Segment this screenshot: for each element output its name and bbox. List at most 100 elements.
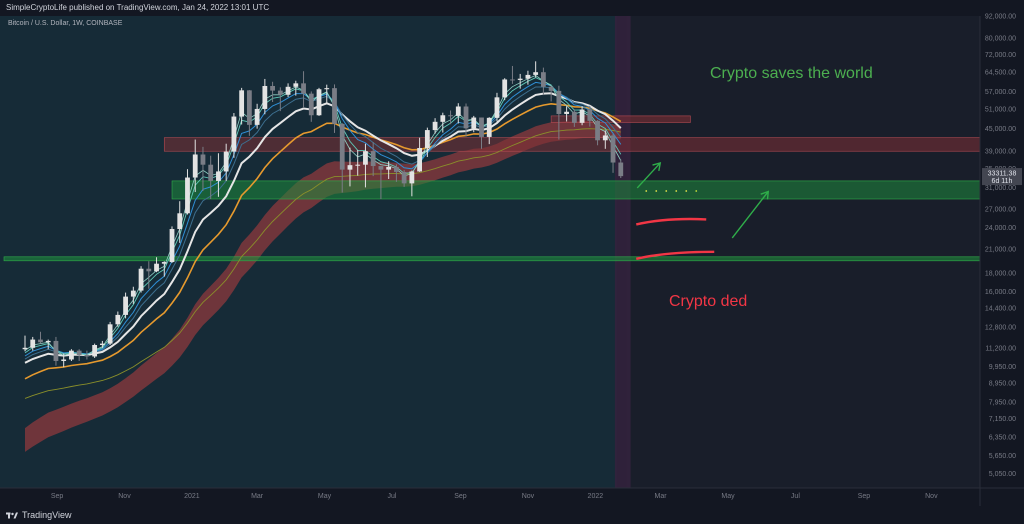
candle-body xyxy=(99,343,105,346)
candle-body xyxy=(401,171,407,184)
candle-body xyxy=(540,72,546,87)
ema-white-line xyxy=(24,92,622,364)
price-tick-label: 7,950.00 xyxy=(989,399,1016,406)
label-saves-world: Crypto saves the world xyxy=(710,65,873,82)
time-tick-label: Mar xyxy=(251,493,264,500)
candle-body xyxy=(386,166,392,170)
candle-body xyxy=(525,74,531,79)
candle-body xyxy=(30,339,36,348)
publisher-line: SimpleCryptoLife published on TradingVie… xyxy=(6,3,270,12)
ema-blue-line xyxy=(24,81,622,357)
time-tick-label: Nov xyxy=(118,493,131,500)
price-tick-label: 21,000.00 xyxy=(985,246,1016,253)
arrow-head xyxy=(760,190,770,200)
time-tick-label: May xyxy=(318,493,332,500)
candle-body xyxy=(154,263,159,272)
candle-body xyxy=(61,359,67,361)
candle-body xyxy=(38,339,43,343)
tradingview-brand: TradingView xyxy=(22,510,72,520)
arrow-shaft xyxy=(731,191,769,239)
candle-body xyxy=(533,72,539,75)
candle-body xyxy=(84,354,90,357)
candle-body xyxy=(130,290,136,297)
candle-body xyxy=(393,166,399,172)
projection-dot xyxy=(695,190,698,192)
price-tick-label: 45,000.00 xyxy=(985,126,1016,133)
candle-body xyxy=(332,88,337,124)
tradingview-logo[interactable]: TradingView xyxy=(6,510,72,520)
candle-body xyxy=(53,340,59,361)
candle-body xyxy=(424,130,430,149)
tradingview-icon xyxy=(6,512,18,518)
candle-body xyxy=(448,115,453,117)
arrow-shaft xyxy=(636,162,661,189)
candle-body xyxy=(370,151,376,167)
price-tick-label: 24,000.00 xyxy=(985,225,1016,232)
candle-body xyxy=(246,90,252,125)
candle-body xyxy=(347,165,353,170)
time-tick-label: Jul xyxy=(791,493,800,500)
ema-orange-line xyxy=(24,102,622,380)
time-tick-label: Sep xyxy=(454,493,467,500)
red-projection-lower xyxy=(635,250,715,260)
candle-body xyxy=(486,117,492,137)
ema-slate-line xyxy=(24,86,622,360)
candle-body xyxy=(293,83,299,87)
price-tick-label: 92,000.00 xyxy=(985,14,1016,21)
price-axis-background xyxy=(980,16,1024,488)
candle-body xyxy=(417,148,422,172)
candle-body xyxy=(223,151,229,172)
candle-body xyxy=(409,171,415,184)
last-price-badge xyxy=(982,168,1022,186)
price-tick-label: 7,150.00 xyxy=(989,416,1016,423)
projection-dot xyxy=(645,190,648,192)
arrow-head xyxy=(652,161,662,171)
candle-body xyxy=(216,171,221,181)
candle-body xyxy=(440,115,446,122)
candle-body xyxy=(308,93,314,116)
price-tick-label: 6,350.00 xyxy=(989,435,1016,442)
candle-body xyxy=(363,151,368,165)
price-tick-label: 5,650.00 xyxy=(989,453,1016,460)
header-bar: SimpleCryptoLife published on TradingVie… xyxy=(0,0,1024,16)
candle-body xyxy=(355,164,361,166)
price-tick-label: 80,000.00 xyxy=(985,36,1016,43)
projection-dot xyxy=(675,190,678,192)
green-support-zone xyxy=(171,180,981,200)
price-tick-label: 5,050.00 xyxy=(989,471,1016,478)
candle-body xyxy=(587,109,593,121)
candle-body xyxy=(76,350,82,355)
candle-body xyxy=(479,117,484,137)
symbol-title: Bitcoin / U.S. Dollar, 1W, COINBASE xyxy=(8,20,123,27)
candle-body xyxy=(510,79,515,81)
candle-body xyxy=(262,85,268,109)
candle-body xyxy=(463,106,469,129)
price-tick-label: 8,950.00 xyxy=(989,381,1016,388)
candle-body xyxy=(22,347,28,350)
red-projection-upper xyxy=(635,217,707,226)
candle-body xyxy=(517,78,523,80)
time-tick-label: Mar xyxy=(655,493,668,500)
red-resistance-zone xyxy=(163,137,981,152)
footer-bar: TradingView xyxy=(0,506,1024,524)
last-price-label: 33311.38 xyxy=(988,171,1017,178)
price-tick-label: 9,950.00 xyxy=(989,364,1016,371)
label-ded: Crypto ded xyxy=(669,293,747,310)
candle-body xyxy=(270,85,275,91)
price-tick-label: 39,000.00 xyxy=(985,149,1016,156)
candle-body xyxy=(455,106,461,116)
projection-dot xyxy=(665,190,668,192)
candle-body xyxy=(239,90,245,117)
candle-body xyxy=(123,296,128,315)
candle-body xyxy=(494,97,500,118)
candle-body xyxy=(432,121,438,131)
candle-body xyxy=(556,90,562,114)
candle-body xyxy=(595,120,600,141)
projection-dot xyxy=(655,190,658,192)
price-chart[interactable]: Crypto saves the world Crypto ded Bitcoin … xyxy=(0,0,1024,506)
price-tick-label: 31,000.00 xyxy=(985,185,1016,192)
candle-body xyxy=(169,229,175,263)
candle-body xyxy=(579,109,585,123)
candle-body xyxy=(602,135,608,141)
candle-body xyxy=(200,154,206,165)
